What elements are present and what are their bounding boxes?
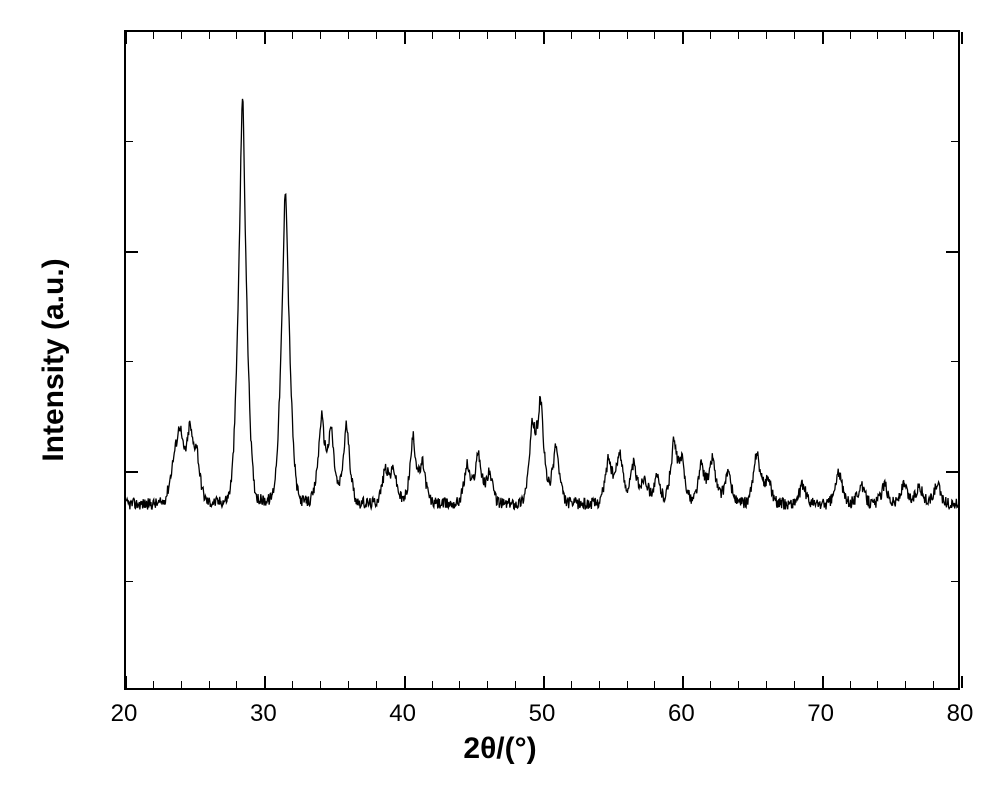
x-tick (961, 676, 963, 688)
y-axis-title: Intensity (a.u.) (37, 258, 71, 461)
x-tick (961, 32, 963, 44)
xrd-path (126, 99, 958, 510)
x-axis-title-2: 2 (463, 732, 480, 765)
x-tick-label: 50 (529, 700, 556, 728)
x-tick-label: 30 (250, 700, 277, 728)
figure-frame: 2θ/(°) Intensity (a.u.) 20 30 40 50 60 70 80 (0, 0, 1000, 786)
x-axis-title: 2θ/(°) (0, 732, 1000, 766)
x-axis-title-theta: θ (480, 732, 496, 765)
x-tick-label: 60 (668, 700, 695, 728)
xrd-trace (126, 32, 958, 688)
plot-area (124, 30, 960, 690)
x-tick-label: 80 (947, 700, 974, 728)
x-tick-label: 70 (807, 700, 834, 728)
x-tick-label: 40 (389, 700, 416, 728)
x-tick-label: 20 (111, 700, 138, 728)
x-axis-title-unit: /(°) (496, 732, 536, 765)
